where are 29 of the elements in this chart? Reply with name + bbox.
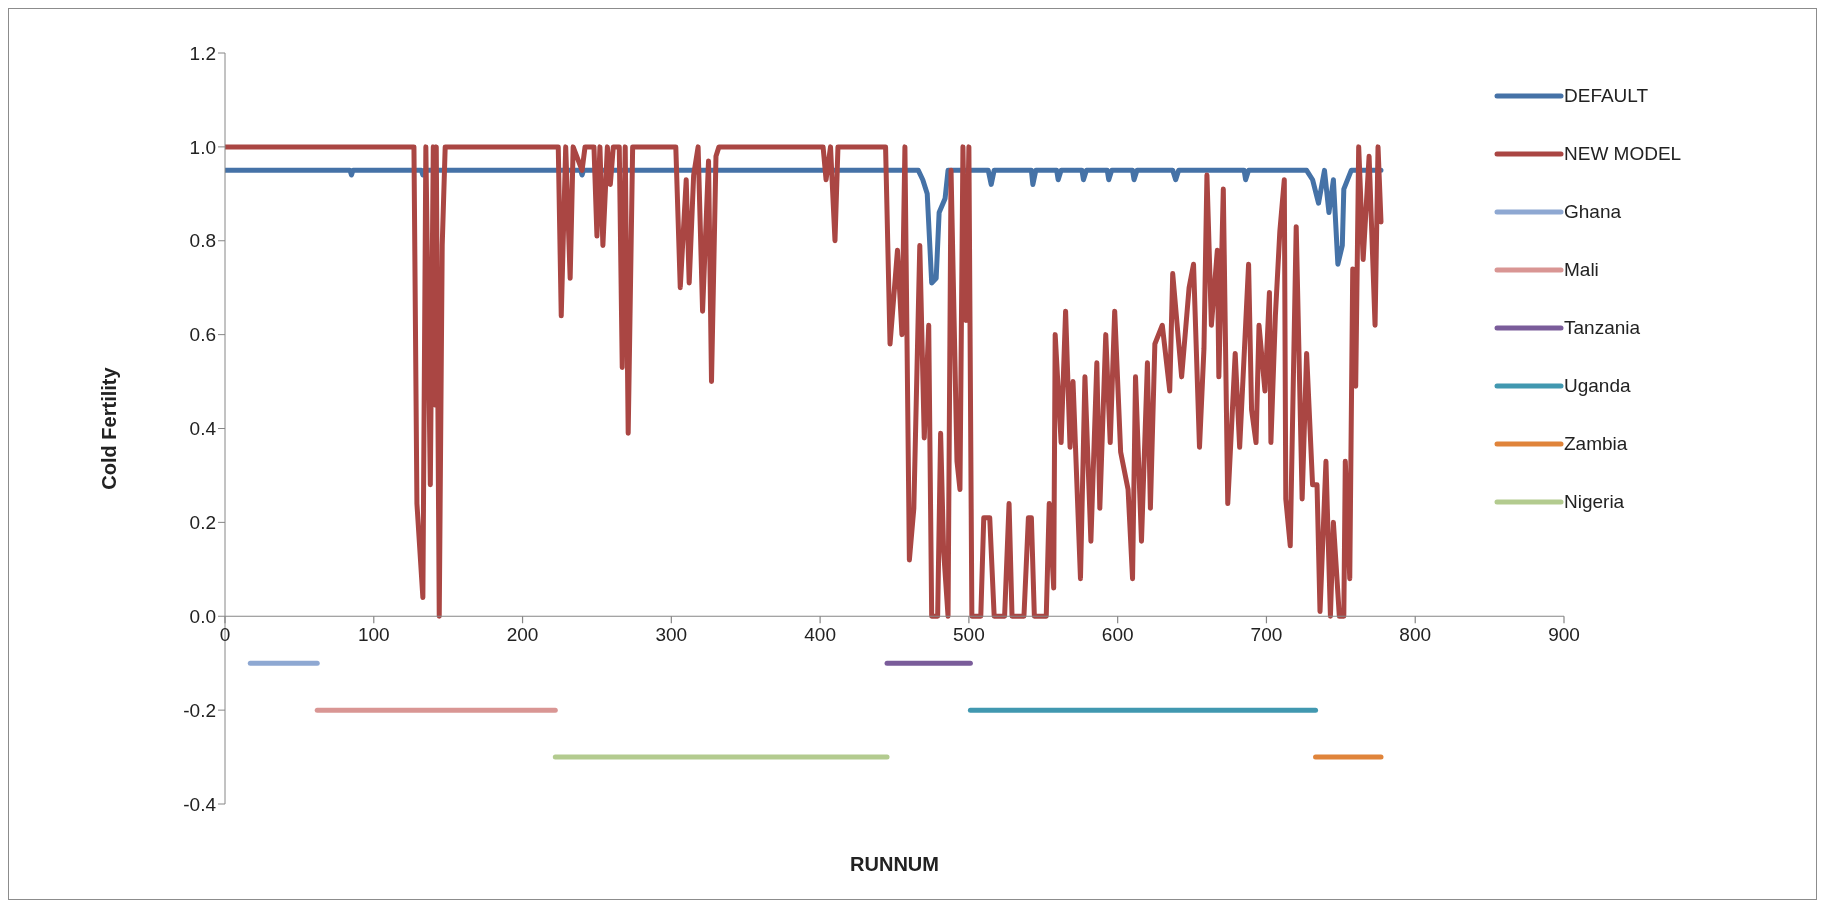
legend-label: Nigeria [1564, 491, 1625, 513]
x-tick-label: 700 [1250, 624, 1283, 646]
x-tick-label: 100 [357, 624, 390, 646]
y-tick-label: 0.8 [189, 230, 216, 252]
x-tick-label: 0 [219, 624, 231, 646]
y-tick-label: 0.6 [189, 324, 216, 346]
x-tick-label: 600 [1101, 624, 1134, 646]
legend-label: Uganda [1564, 375, 1631, 397]
x-tick-label: 300 [655, 624, 688, 646]
x-axis-title: RUNNUM [850, 853, 939, 875]
y-tick-label: 0.2 [189, 512, 216, 534]
legend-label: DEFAULT [1564, 85, 1649, 107]
x-tick-label: 400 [804, 624, 836, 646]
legend-label: Ghana [1564, 201, 1622, 223]
legend-label: NEW MODEL [1564, 143, 1682, 165]
y-tick-label: 1.0 [189, 136, 216, 158]
y-axis-title: Cold Fertility [98, 366, 121, 490]
legend-label: Mali [1564, 259, 1599, 281]
y-tick-label: 0.0 [189, 605, 216, 627]
y-tick-label: -0.2 [183, 699, 216, 721]
legend-label: Tanzania [1564, 317, 1641, 339]
x-tick-label: 200 [506, 624, 539, 646]
y-tick-label: -0.4 [183, 793, 217, 815]
y-tick-label: 1.2 [189, 42, 216, 64]
x-tick-label: 500 [953, 624, 985, 646]
legend-label: Zambia [1564, 433, 1628, 455]
x-tick-label: 800 [1399, 624, 1432, 646]
x-tick-label: 900 [1548, 624, 1580, 646]
y-tick-label: 0.4 [189, 418, 217, 440]
